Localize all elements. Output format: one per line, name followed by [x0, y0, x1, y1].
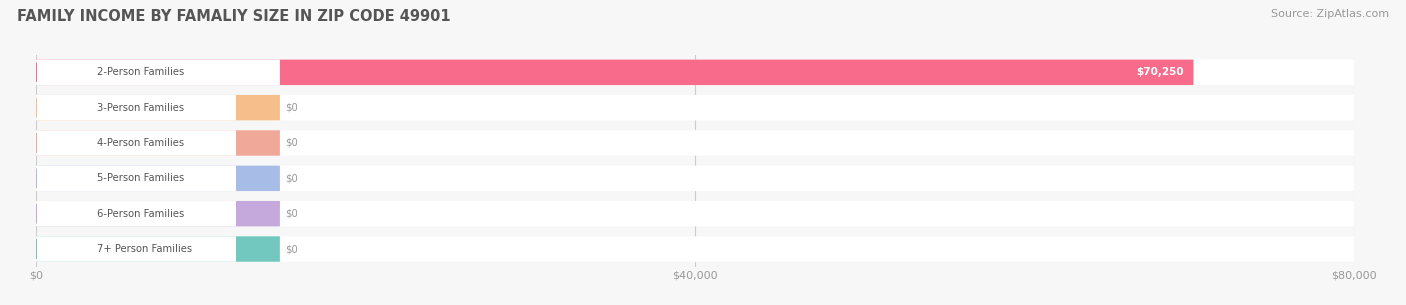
- FancyBboxPatch shape: [37, 166, 1354, 191]
- FancyBboxPatch shape: [37, 130, 236, 156]
- FancyBboxPatch shape: [37, 236, 236, 262]
- FancyBboxPatch shape: [37, 201, 236, 226]
- Text: $0: $0: [285, 103, 298, 113]
- Text: $0: $0: [285, 209, 298, 219]
- Text: FAMILY INCOME BY FAMALIY SIZE IN ZIP CODE 49901: FAMILY INCOME BY FAMALIY SIZE IN ZIP COD…: [17, 9, 450, 24]
- FancyBboxPatch shape: [37, 59, 1194, 85]
- Text: $0: $0: [285, 244, 298, 254]
- Text: 6-Person Families: 6-Person Families: [97, 209, 184, 219]
- Text: 2-Person Families: 2-Person Families: [97, 67, 184, 77]
- FancyBboxPatch shape: [37, 236, 280, 262]
- FancyBboxPatch shape: [37, 130, 280, 156]
- FancyBboxPatch shape: [37, 236, 1354, 262]
- FancyBboxPatch shape: [37, 95, 236, 120]
- Text: $0: $0: [285, 173, 298, 183]
- Text: 3-Person Families: 3-Person Families: [97, 103, 184, 113]
- FancyBboxPatch shape: [37, 201, 1354, 226]
- FancyBboxPatch shape: [37, 59, 1354, 85]
- FancyBboxPatch shape: [37, 166, 236, 191]
- FancyBboxPatch shape: [37, 59, 280, 85]
- Text: $70,250: $70,250: [1136, 67, 1184, 77]
- Text: 4-Person Families: 4-Person Families: [97, 138, 184, 148]
- FancyBboxPatch shape: [37, 201, 280, 226]
- FancyBboxPatch shape: [37, 95, 1354, 120]
- Text: Source: ZipAtlas.com: Source: ZipAtlas.com: [1271, 9, 1389, 19]
- Text: $0: $0: [285, 138, 298, 148]
- Text: 5-Person Families: 5-Person Families: [97, 173, 184, 183]
- FancyBboxPatch shape: [37, 95, 280, 120]
- Text: 7+ Person Families: 7+ Person Families: [97, 244, 193, 254]
- FancyBboxPatch shape: [37, 166, 280, 191]
- FancyBboxPatch shape: [37, 130, 1354, 156]
